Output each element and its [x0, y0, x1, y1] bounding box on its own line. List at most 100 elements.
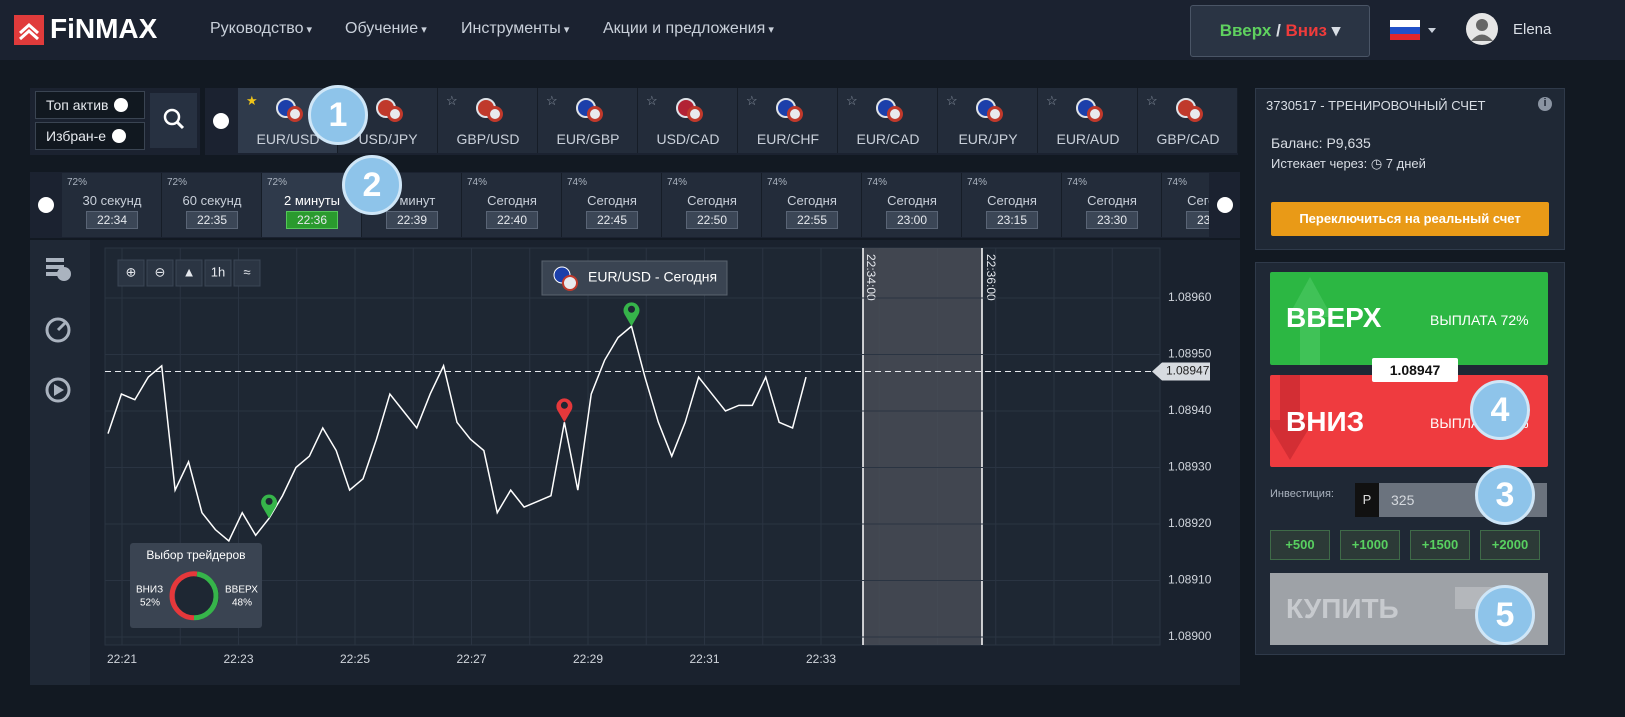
expiry-tab[interactable]: 72% 60 секунд 22:35 — [162, 173, 262, 237]
expiry-tab[interactable]: 74% Сегодня 23:30 — [1062, 173, 1162, 237]
currency: P — [1355, 483, 1379, 517]
up-button[interactable]: ВВЕРХ ВЫПЛАТА 72% — [1270, 272, 1548, 365]
time-wrap: 22:50 — [662, 211, 762, 229]
asset-name: EUR/CAD — [856, 131, 920, 147]
nav-item[interactable]: Акции и предложения — [603, 20, 774, 38]
down-label: ВНИЗ — [1286, 406, 1365, 437]
star: ☆ — [546, 93, 558, 108]
mode-down: Вниз — [1285, 21, 1327, 40]
x-tick-label: 22:31 — [689, 652, 719, 666]
title-flag — [562, 275, 578, 291]
user-name[interactable]: Elena — [1513, 21, 1552, 38]
payout: 74% — [767, 177, 788, 188]
payout: 74% — [567, 177, 588, 188]
asset-tab[interactable]: ☆ USD/CAD — [638, 88, 738, 153]
scroll-left[interactable] — [213, 113, 229, 129]
increment-button[interactable]: +2000 — [1480, 530, 1540, 560]
tool-icon: ⊖ — [155, 264, 166, 279]
trade-marker-dot — [560, 401, 568, 409]
flag-b — [1187, 106, 1203, 122]
expiry-time: 22:50 — [685, 211, 739, 229]
mode-sep: / — [1276, 21, 1281, 40]
search[interactable] — [150, 93, 197, 148]
tool-button[interactable]: ⊕ — [117, 259, 145, 287]
language[interactable] — [1390, 20, 1440, 40]
x-tick-label: 22:33 — [806, 652, 836, 666]
asset-bar: ★ EUR/USD ☆ USD/JPY ☆ GBP/USD ☆ EUR/GBP ☆ USD/CAD… — [205, 88, 1238, 155]
time-wrap: 22:34 — [62, 211, 162, 229]
star: ☆ — [746, 93, 758, 108]
filter-button[interactable]: Топ актив — [35, 91, 145, 119]
nav-item[interactable]: Руководство — [210, 20, 312, 38]
logo: FiNMAX — [50, 13, 158, 44]
mode-up: Вверх — [1219, 21, 1272, 40]
expiry-tab[interactable]: 74% Сегодня 23:45 — [1162, 173, 1209, 237]
increment-button[interactable]: +1000 — [1340, 530, 1400, 560]
star: ☆ — [446, 93, 458, 108]
expiry-tab[interactable]: 74% Сегодня 22:55 — [762, 173, 862, 237]
asset-tab[interactable]: ☆ EUR/CHF — [738, 88, 838, 153]
asset-tab[interactable]: ☆ EUR/CAD — [838, 88, 938, 153]
tool-button[interactable]: ≈ — [233, 259, 261, 287]
time-wrap: 23:00 — [862, 211, 962, 229]
scroll-left[interactable] — [38, 197, 54, 213]
avatar[interactable] — [1465, 12, 1499, 46]
expiry-label: Сегодня — [1087, 193, 1137, 208]
y-tick-label: 1.08910 — [1168, 573, 1212, 587]
expiry-time: 22:35 — [185, 211, 239, 229]
expiry-label: Сегодня — [487, 193, 537, 208]
play-icon — [112, 129, 127, 143]
step-badge: 5 — [1475, 585, 1535, 645]
asset-tab[interactable]: ☆ GBP/USD — [438, 88, 538, 153]
expiry-tab[interactable]: 74% Сегодня 22:50 — [662, 173, 762, 237]
nav-item[interactable]: Обучение — [345, 20, 427, 38]
filter-label: Избран-е — [46, 128, 107, 144]
traders-down: ВНИЗ — [136, 585, 163, 596]
tool-button[interactable]: ⊖ — [146, 259, 174, 287]
trade-marker — [556, 398, 573, 423]
step-badge: 2 — [342, 155, 402, 215]
y-tick-label: 1.08920 — [1168, 516, 1212, 530]
payout: 72% — [167, 177, 188, 188]
asset-name: EUR/USD — [256, 131, 320, 147]
expiry-tab[interactable]: 72% 30 секунд 22:34 — [62, 173, 162, 237]
asset-tab[interactable]: ☆ EUR/GBP — [538, 88, 638, 153]
increment-button[interactable]: +500 — [1270, 530, 1330, 560]
asset-tab[interactable]: ☆ EUR/JPY — [938, 88, 1038, 153]
tool-button[interactable]: 1h — [204, 259, 232, 287]
filter-button[interactable]: Избран-е — [35, 122, 145, 150]
current-price-label: 1.08947 — [1166, 364, 1210, 378]
trade-mode[interactable]: Вверх / Вниз ▾ — [1190, 5, 1370, 57]
tool-icon: 1h — [211, 264, 225, 279]
tool-bg — [175, 259, 203, 287]
switch-button[interactable]: Переключиться на реальный счет — [1271, 202, 1549, 236]
chart: 22:34:00 22:36:00 1.08900 1.08910 1.08920 1.0… — [90, 240, 1240, 685]
time-wrap: 23:45 — [1162, 211, 1209, 229]
time-wrap: 22:36 — [262, 211, 362, 229]
asset-tab[interactable]: ☆ EUR/AUD — [1038, 88, 1138, 153]
expiry-label: Сегодня — [887, 193, 937, 208]
expiry-tab[interactable]: 74% Сегодня 22:40 — [462, 173, 562, 237]
expiry-label: 30 секунд — [82, 193, 142, 208]
payout: 74% — [1167, 177, 1188, 188]
scroll-right[interactable] — [1217, 197, 1233, 213]
asset-name: EUR/GBP — [556, 131, 620, 147]
payout: 74% — [1067, 177, 1088, 188]
asset-tab[interactable]: ☆ GBP/CAD — [1138, 88, 1238, 153]
expiry-bar: 72% 30 секунд 22:34 72% 60 секунд 22:35 72% 2 м… — [30, 172, 1240, 238]
expiry-tab[interactable]: 74% Сегодня 23:15 — [962, 173, 1062, 237]
up-label: ВВЕРХ — [1286, 302, 1382, 333]
star: ☆ — [1146, 93, 1158, 108]
price-badge: 1.08947 — [1372, 358, 1458, 382]
play-icon — [114, 98, 129, 112]
ring-up — [193, 571, 219, 621]
asset-name: EUR/AUD — [1056, 131, 1120, 147]
increment-button[interactable]: +1500 — [1410, 530, 1470, 560]
tool-button[interactable]: ▲ — [175, 259, 203, 287]
expiry-tab[interactable]: 74% Сегодня 22:45 — [562, 173, 662, 237]
expiry-tab[interactable]: 74% Сегодня 23:00 — [862, 173, 962, 237]
trade-marker-dot — [265, 497, 273, 505]
info-icon[interactable]: i — [1538, 97, 1552, 111]
nav-item[interactable]: Инструменты — [461, 20, 569, 38]
